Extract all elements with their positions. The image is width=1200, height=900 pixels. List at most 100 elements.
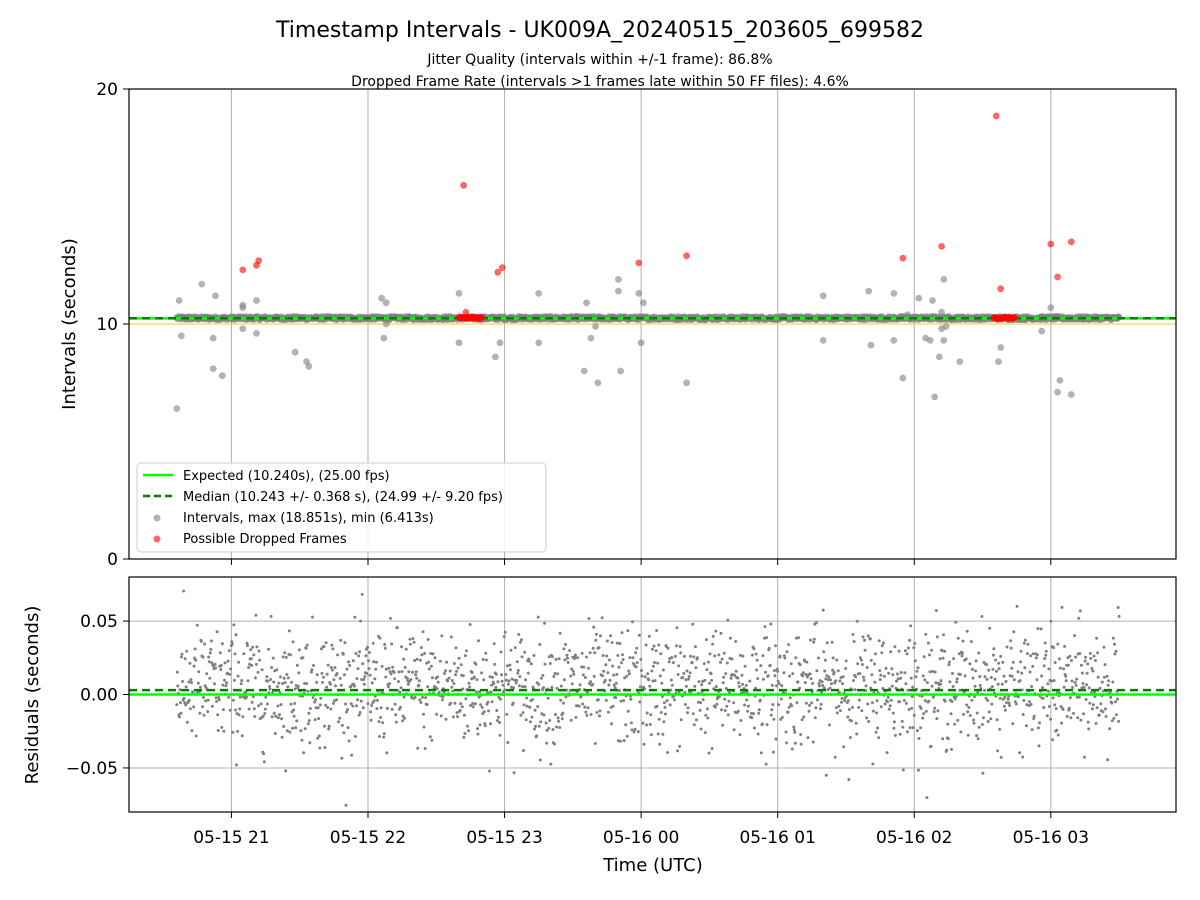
residual-point	[1113, 700, 1117, 704]
residual-point	[736, 709, 740, 713]
residual-point	[759, 664, 763, 668]
residual-point	[284, 769, 288, 773]
residual-point	[675, 644, 678, 648]
residual-point	[686, 706, 690, 710]
residual-point	[745, 698, 749, 702]
residual-point	[1043, 657, 1047, 661]
residual-point	[491, 675, 495, 679]
residual-point	[569, 674, 573, 678]
residual-point	[309, 670, 313, 674]
dropped-frame-point	[1054, 273, 1061, 281]
residual-point	[880, 644, 884, 648]
residual-point	[773, 674, 777, 678]
residual-point	[882, 674, 886, 678]
residual-point	[329, 666, 333, 669]
residual-point	[816, 656, 820, 660]
residual-point	[241, 715, 245, 719]
residual-point	[614, 696, 618, 700]
residual-point	[960, 654, 964, 658]
residual-point	[621, 658, 625, 662]
interval-outlier-point	[929, 297, 936, 304]
residual-point	[633, 727, 637, 731]
residual-point	[514, 681, 518, 685]
residual-point	[426, 685, 430, 689]
residual-point	[683, 703, 687, 706]
residual-point	[220, 642, 224, 646]
residual-point	[907, 646, 910, 650]
residual-point	[320, 671, 324, 675]
residual-point	[1063, 644, 1067, 648]
residual-point	[349, 702, 353, 706]
residual-point	[605, 639, 609, 643]
residual-point	[710, 747, 714, 750]
residual-point	[304, 646, 308, 650]
residual-point	[525, 696, 529, 700]
residual-point	[262, 752, 266, 756]
residual-point	[618, 739, 622, 743]
residual-point	[667, 660, 671, 664]
residual-point	[351, 704, 355, 708]
residual-point	[619, 699, 623, 703]
residual-point	[1058, 666, 1062, 670]
residual-point	[987, 668, 991, 672]
residual-point	[878, 669, 882, 673]
residual-point	[738, 733, 742, 737]
residual-point	[324, 703, 328, 707]
residual-point	[1100, 680, 1104, 684]
residual-point	[1112, 716, 1116, 720]
residual-point	[561, 711, 565, 715]
residual-point	[441, 695, 445, 699]
residual-point	[964, 657, 968, 661]
residual-point	[884, 666, 888, 670]
residual-point	[638, 700, 642, 704]
residual-point	[1104, 707, 1107, 711]
residual-point	[223, 678, 226, 682]
residual-point	[314, 706, 318, 710]
residual-point	[919, 706, 923, 710]
residual-point	[921, 674, 925, 678]
residual-point	[804, 701, 808, 705]
residual-point	[837, 690, 841, 694]
residual-point	[353, 735, 357, 738]
residual-point	[645, 711, 649, 715]
residual-point	[1060, 605, 1064, 609]
residual-point	[1106, 683, 1110, 687]
residual-point	[821, 608, 825, 612]
residual-point	[601, 654, 605, 657]
interval-outlier-point	[594, 379, 602, 387]
residual-point	[525, 704, 529, 708]
residual-point	[1016, 670, 1020, 674]
residual-point	[1079, 663, 1083, 667]
residual-point	[188, 661, 192, 665]
residual-point	[654, 649, 658, 653]
residual-point	[1077, 616, 1081, 620]
residual-point	[1064, 674, 1068, 678]
residual-point	[666, 646, 670, 650]
residual-point	[203, 642, 207, 646]
residual-point	[325, 685, 329, 689]
residual-point	[1042, 706, 1046, 709]
residual-point	[598, 709, 602, 713]
residual-point	[435, 712, 439, 716]
dropped-frame-point	[997, 285, 1005, 293]
residual-point	[808, 703, 811, 707]
residual-point	[785, 741, 788, 745]
interval-outlier-point	[455, 290, 463, 297]
residual-point	[834, 706, 838, 710]
interval-outlier-point	[592, 323, 599, 330]
residual-point	[891, 673, 895, 677]
residual-point	[1117, 719, 1121, 723]
residuals-panel: −0.050.000.05 05-15 21 05-15 22 05-15 23 05…	[22, 576, 1177, 876]
residual-point	[382, 735, 386, 739]
residual-point	[1102, 675, 1106, 679]
residual-point	[318, 703, 322, 707]
residual-point	[554, 713, 557, 716]
residual-point	[499, 697, 502, 701]
residual-point	[952, 657, 956, 661]
residual-point	[180, 655, 183, 659]
interval-outlier-point	[890, 337, 898, 344]
residual-point	[227, 649, 231, 653]
residual-point	[539, 676, 543, 680]
residual-point	[349, 685, 353, 689]
residual-point	[439, 714, 443, 718]
